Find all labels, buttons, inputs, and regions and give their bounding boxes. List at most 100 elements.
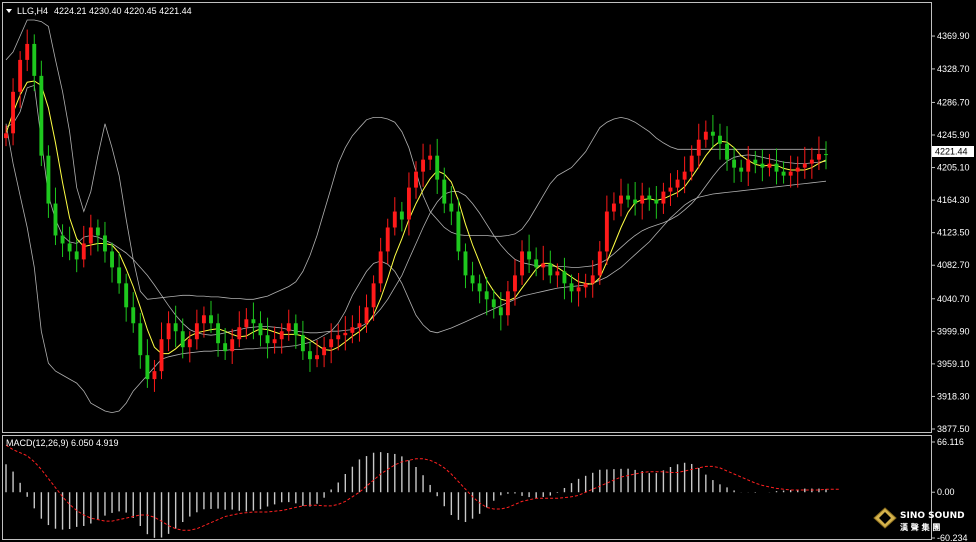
candle-body <box>647 195 652 200</box>
candle-body <box>53 203 58 236</box>
candle-body <box>428 155 433 160</box>
price-tick-label: 4164.30 <box>937 195 970 205</box>
candle-body <box>654 199 659 204</box>
candle-body <box>230 339 235 352</box>
candle-body <box>124 283 129 308</box>
candle-body <box>767 163 772 168</box>
candle-body <box>350 327 355 333</box>
price-tick-label: 4082.70 <box>937 260 970 270</box>
logo-name: SINO SOUND <box>900 511 965 521</box>
candle-body <box>265 335 270 344</box>
candle-body <box>308 351 312 360</box>
candle-body <box>18 59 23 92</box>
candle-body <box>541 263 546 268</box>
candle-body <box>739 167 744 172</box>
candle-body <box>498 307 503 316</box>
candle-body <box>258 323 263 336</box>
candle-body <box>315 355 319 360</box>
candle-body <box>505 291 510 316</box>
candle-body <box>661 191 666 204</box>
candle-body <box>696 139 701 156</box>
candle-body <box>25 43 30 60</box>
candle-body <box>173 323 178 332</box>
current-price-label: 4221.44 <box>935 147 968 157</box>
candle-body <box>527 251 532 260</box>
candle-body <box>145 355 150 380</box>
candle-body <box>725 143 729 160</box>
candle-body <box>152 371 157 380</box>
candle-body <box>336 335 341 340</box>
macd-label: MACD(12,26,9) 6.050 4.919 <box>6 438 119 448</box>
candle-body <box>548 263 553 276</box>
candle-body <box>633 199 638 204</box>
candle-body <box>463 251 468 276</box>
candle-body <box>385 227 390 252</box>
candle-body <box>32 43 37 76</box>
candle-body <box>718 135 722 144</box>
candle-body <box>117 267 122 284</box>
price-tick-label: 4369.90 <box>937 31 970 41</box>
candle-body <box>272 339 277 344</box>
candle-body <box>555 271 560 276</box>
candle-body <box>74 251 79 260</box>
price-tick-label: 4040.70 <box>937 294 970 304</box>
candle-body <box>364 307 369 324</box>
candle-body <box>590 275 595 284</box>
candle-body <box>378 251 383 284</box>
candle-body <box>682 171 687 180</box>
candle-body <box>399 211 404 220</box>
price-tick-label: 4205.10 <box>937 163 970 173</box>
candle-body <box>824 154 828 156</box>
candle-body <box>619 195 623 204</box>
candle-body <box>795 167 800 172</box>
candle-body <box>449 203 454 212</box>
candle-body <box>753 159 758 164</box>
candle-body <box>138 323 143 356</box>
candle-body <box>286 323 291 332</box>
candle-body <box>703 131 708 140</box>
candle-body <box>781 171 786 176</box>
candle-body <box>809 159 814 164</box>
lower-band <box>5 123 827 414</box>
candle-body <box>67 243 72 252</box>
candle-body <box>46 155 51 204</box>
candle-body <box>484 291 489 300</box>
sino-sound-logo: SINO SOUND 漢 聲 集 團 <box>873 507 965 532</box>
candle-body <box>131 307 136 324</box>
candle-body <box>520 251 524 276</box>
moving-average <box>5 80 827 355</box>
macd-tick-label: -60.234 <box>937 533 968 542</box>
candle-body <box>88 227 93 244</box>
candle-body <box>477 283 482 292</box>
candle-body <box>39 75 44 156</box>
candle-body <box>293 323 298 336</box>
candle-body <box>159 339 164 372</box>
candle-body <box>788 171 793 176</box>
candle-body <box>668 187 673 192</box>
candle-body <box>201 315 206 324</box>
candle-body <box>732 159 737 168</box>
current-price-box <box>932 146 974 157</box>
candle-body <box>187 339 192 348</box>
dropdown-arrow-icon[interactable] <box>6 9 12 13</box>
candle-body <box>491 299 496 308</box>
candle-body <box>251 319 256 324</box>
candle-body <box>357 323 362 328</box>
candle-body <box>675 179 680 188</box>
ohlc-readout: 4224.21 4230.40 4220.45 4221.44 <box>54 6 192 16</box>
candle-body <box>371 283 376 308</box>
macd-panel-frame <box>2 435 932 540</box>
candle-body <box>562 271 567 284</box>
price-tick-label: 4286.70 <box>937 97 970 107</box>
candle-body <box>414 171 418 188</box>
main-panel-frame <box>2 2 932 433</box>
price-tick-label: 3999.90 <box>937 326 970 336</box>
candle-body <box>300 335 305 352</box>
price-tick-label: 4328.70 <box>937 64 970 74</box>
candle-body <box>626 195 631 200</box>
price-tick-label: 4123.50 <box>937 228 970 238</box>
price-tick-label: 3877.50 <box>937 424 970 434</box>
candle-body <box>103 235 107 252</box>
candlesticks <box>4 29 828 392</box>
